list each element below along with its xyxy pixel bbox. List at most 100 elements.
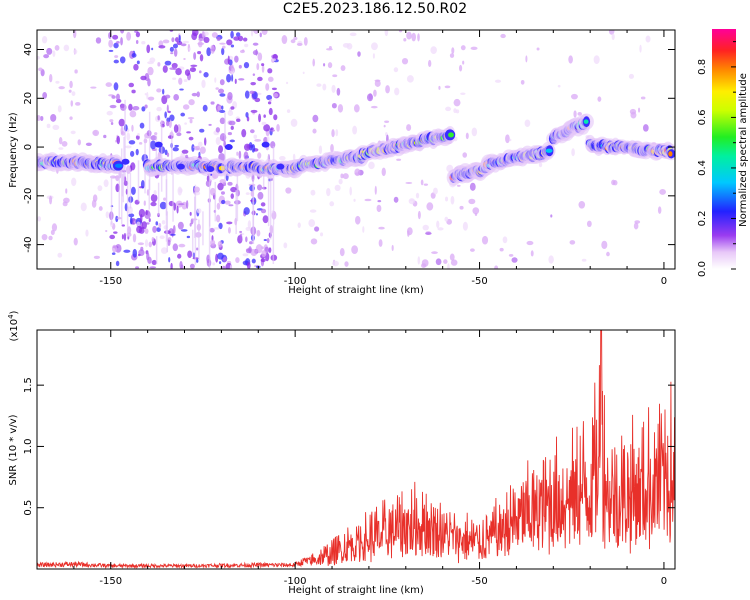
heatmap-noise-blob bbox=[164, 149, 168, 156]
spectrogram-ytick-label: 20 bbox=[23, 92, 34, 105]
heatmap-noise-blob bbox=[430, 46, 437, 54]
heatmap-noise-blob bbox=[151, 47, 154, 51]
heatmap-noise-blob bbox=[178, 77, 183, 85]
heatmap-noise-blob bbox=[162, 65, 168, 73]
heatmap-noise-blob bbox=[581, 258, 587, 262]
heatmap-noise-blob bbox=[58, 147, 64, 150]
heatmap-noise-blob bbox=[203, 36, 210, 44]
heatmap-noise-blob bbox=[593, 55, 600, 65]
heatmap-noise-blob bbox=[151, 259, 157, 266]
heatmap-noise-blob bbox=[384, 30, 389, 37]
spectrogram-xtick-label: -150 bbox=[99, 276, 122, 287]
heatmap-noise-blob bbox=[230, 30, 234, 39]
heatmap-noise-blob bbox=[245, 236, 248, 243]
heatmap-noise-blob bbox=[453, 108, 457, 113]
heatmap-noise-blob bbox=[469, 182, 476, 191]
heatmap-noise-blob bbox=[192, 30, 199, 37]
heatmap-noise-blob bbox=[252, 73, 256, 76]
heatmap-noise-blob bbox=[250, 248, 258, 257]
heatmap-noise-blob bbox=[69, 80, 73, 89]
heatmap-noise-blob bbox=[376, 204, 382, 213]
snr-xtick-label: 0 bbox=[661, 576, 667, 587]
heatmap-noise-blob bbox=[135, 135, 140, 140]
heatmap-noise-blob bbox=[226, 74, 232, 83]
heatmap-noise-blob bbox=[453, 98, 461, 107]
heatmap-noise-blob bbox=[137, 253, 141, 257]
heatmap-noise-blob bbox=[222, 45, 226, 49]
heatmap-noise-blob bbox=[257, 191, 264, 200]
heatmap-noise-blob bbox=[536, 47, 540, 51]
heatmap-noise-blob bbox=[330, 144, 334, 153]
snr-multiplier: (x104) bbox=[7, 310, 20, 341]
heatmap-noise-blob bbox=[95, 37, 102, 44]
heatmap-noise-blob bbox=[92, 194, 98, 203]
heatmap-noise-blob bbox=[420, 179, 424, 186]
heatmap-noise-blob bbox=[406, 227, 413, 236]
heatmap-noise-blob bbox=[261, 64, 265, 73]
heatmap-noise-blob bbox=[258, 113, 262, 123]
heatmap-noise-blob bbox=[449, 53, 455, 58]
heatmap-noise-blob bbox=[374, 185, 377, 195]
heatmap-noise-blob bbox=[238, 78, 245, 81]
heatmap-noise-blob bbox=[228, 120, 236, 126]
heatmap-noise-blob bbox=[378, 226, 385, 230]
heatmap-noise-blob bbox=[143, 200, 146, 206]
heatmap-blob bbox=[224, 144, 233, 151]
heatmap-noise-blob bbox=[166, 120, 170, 127]
heatmap-noise-blob bbox=[113, 59, 119, 64]
heatmap-noise-blob bbox=[176, 205, 179, 214]
heatmap-noise-blob bbox=[290, 118, 298, 128]
heatmap-noise-blob bbox=[147, 78, 151, 87]
heatmap-noise-blob bbox=[188, 47, 191, 51]
heatmap-noise-blob bbox=[640, 96, 646, 100]
heatmap-noise-blob bbox=[331, 129, 335, 138]
heatmap-noise-blob bbox=[342, 173, 349, 180]
heatmap-noise-blob bbox=[470, 46, 478, 51]
heatmap-noise-blob bbox=[159, 201, 167, 210]
heatmap-noise-blob bbox=[189, 222, 192, 227]
heatmap-blob bbox=[121, 158, 130, 165]
heatmap-noise-blob bbox=[437, 227, 444, 231]
heatmap-noise-blob bbox=[93, 255, 100, 259]
heatmap-noise-blob bbox=[106, 110, 113, 116]
heatmap-noise-blob bbox=[160, 247, 168, 254]
heatmap-noise-blob bbox=[450, 259, 458, 266]
heatmap-noise-blob bbox=[173, 93, 180, 101]
heatmap-noise-blob bbox=[132, 248, 138, 258]
spectrogram-frame bbox=[36, 29, 676, 270]
heatmap-noise-blob bbox=[256, 229, 261, 237]
heatmap-noise-blob bbox=[226, 39, 233, 46]
heatmap-noise-blob bbox=[43, 54, 50, 59]
heatmap-noise-blob bbox=[217, 240, 223, 248]
heatmap-noise-blob bbox=[557, 84, 561, 88]
heatmap-noise-blob bbox=[73, 237, 78, 246]
heatmap-noise-blob bbox=[110, 122, 114, 125]
heatmap-noise-blob bbox=[144, 239, 149, 248]
heatmap-blob bbox=[154, 141, 163, 148]
heatmap-noise-blob bbox=[381, 167, 386, 177]
heatmap-noise-blob bbox=[188, 99, 195, 106]
heatmap-noise-blob bbox=[228, 204, 234, 207]
heatmap-noise-blob bbox=[256, 62, 260, 71]
heatmap-noise-blob bbox=[245, 192, 250, 195]
heatmap-noise-blob bbox=[158, 222, 162, 229]
heatmap-noise-blob bbox=[241, 128, 247, 138]
heatmap-noise-blob bbox=[571, 148, 575, 157]
colorbar-tick-label: 0.8 bbox=[697, 59, 708, 75]
heatmap-noise-blob bbox=[111, 252, 116, 255]
heatmap-noise-blob bbox=[157, 115, 160, 121]
heatmap-noise-blob bbox=[637, 107, 641, 113]
heatmap-noise-blob bbox=[417, 256, 421, 265]
heatmap-noise-blob bbox=[169, 46, 174, 52]
heatmap-noise-blob bbox=[401, 57, 409, 65]
snr-ytick-label: 1.0 bbox=[23, 438, 34, 454]
heatmap-noise-blob bbox=[113, 231, 118, 234]
colorbar-label: Normalized spectral amplitude bbox=[738, 73, 749, 227]
heatmap-noise-blob bbox=[465, 132, 469, 140]
heatmap-noise-blob bbox=[193, 146, 198, 149]
heatmap-noise-blob bbox=[71, 177, 77, 187]
heatmap-noise-blob bbox=[601, 240, 608, 250]
heatmap-noise-blob bbox=[203, 72, 209, 78]
heatmap-noise-blob bbox=[266, 94, 273, 101]
heatmap-noise-blob bbox=[176, 132, 182, 137]
